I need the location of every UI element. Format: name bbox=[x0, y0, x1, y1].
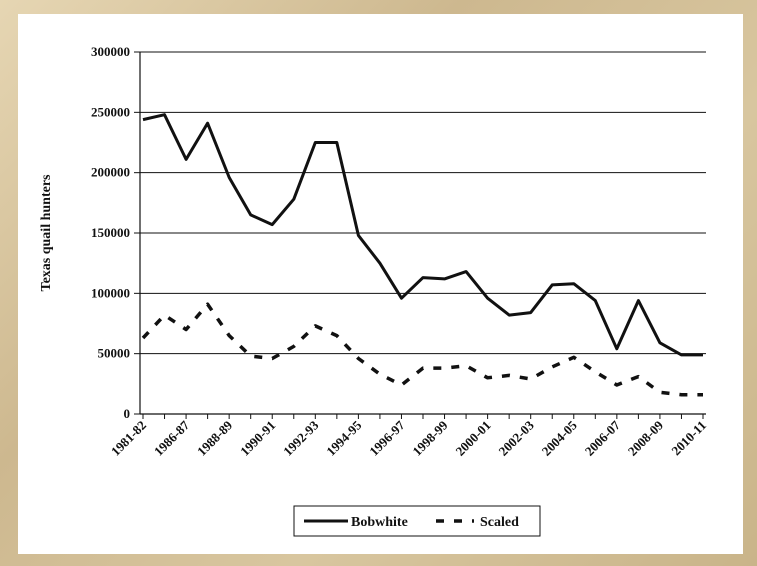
legend: Bobwhite Scaled bbox=[293, 505, 541, 537]
x-tick-label: 2002-03 bbox=[496, 417, 538, 459]
line-chart: 0 50000 100000 150000 200000 250000 300000 198… bbox=[39, 44, 709, 537]
x-tick-label: 2008-09 bbox=[625, 417, 667, 459]
series-line-scaled bbox=[141, 302, 703, 397]
x-tick-labels: 1981-82 1986-87 1988-89 1990-91 1992-93 1994-… bbox=[108, 417, 709, 459]
axes bbox=[134, 51, 706, 419]
x-tick-label: 2006-07 bbox=[582, 417, 624, 459]
x-tick-label: 1986-87 bbox=[151, 417, 193, 459]
y-tick-labels: 0 50000 100000 150000 200000 250000 300000 bbox=[91, 44, 130, 421]
y-tick-label: 200000 bbox=[91, 165, 130, 180]
y-tick-label: 100000 bbox=[91, 285, 130, 300]
series-lines bbox=[141, 113, 704, 397]
x-tick-label: 2004-05 bbox=[539, 417, 581, 459]
x-tick-label: 1981-82 bbox=[108, 418, 149, 459]
gridlines bbox=[140, 51, 706, 415]
y-tick-label: 300000 bbox=[91, 44, 130, 59]
x-tick-label: 1994-95 bbox=[323, 417, 365, 459]
x-tick-label: 1996-97 bbox=[366, 417, 408, 459]
y-tick-label: 50000 bbox=[98, 346, 131, 361]
y-tick-label: 150000 bbox=[91, 225, 130, 240]
x-tick-label: 2010-11 bbox=[668, 418, 709, 459]
x-tick-label: 1988-89 bbox=[194, 417, 236, 459]
legend-label-bobwhite: Bobwhite bbox=[351, 515, 408, 530]
y-tick-label: 0 bbox=[124, 406, 131, 421]
x-tick-label: 1992-93 bbox=[280, 417, 322, 459]
x-tick-label: 2000-01 bbox=[452, 418, 493, 459]
x-tick-label: 1998-99 bbox=[409, 417, 451, 459]
x-tick-label: 1990-91 bbox=[237, 418, 278, 459]
y-tick-label: 250000 bbox=[91, 104, 130, 119]
legend-label-scaled: Scaled bbox=[480, 515, 519, 530]
chart-panel: 0 50000 100000 150000 200000 250000 300000 198… bbox=[18, 14, 743, 554]
y-axis-title: Texas quail hunters bbox=[39, 174, 54, 292]
series-line-bobwhite bbox=[142, 113, 703, 357]
